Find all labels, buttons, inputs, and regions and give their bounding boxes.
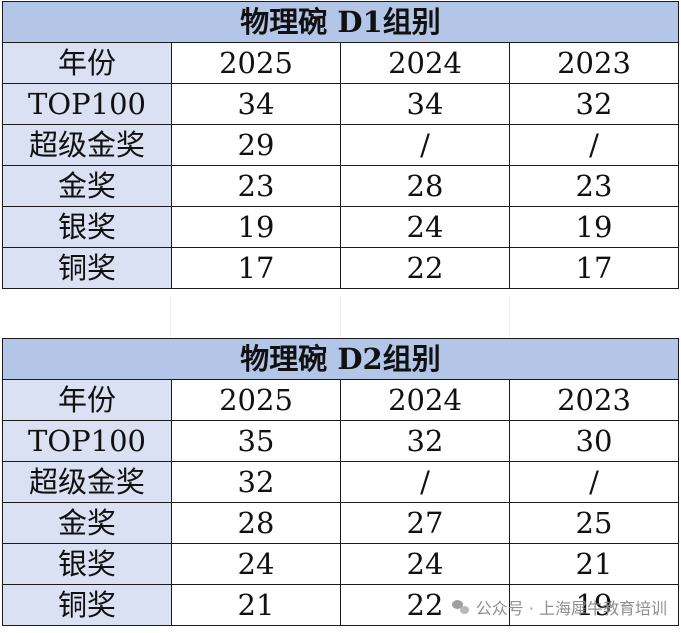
year-cell: 2025 (171, 379, 341, 421)
score-cell: 32 (171, 461, 341, 503)
table-title: 物理碗 D1组别 (2, 1, 679, 43)
header-label: 年份 (2, 379, 172, 421)
row-label: TOP100 (2, 83, 172, 125)
score-cell: 17 (171, 247, 341, 289)
table-row: 铜奖 21 22 19 (2, 584, 679, 626)
score-cell: 28 (171, 502, 341, 544)
year-cell: 2023 (509, 42, 679, 84)
wechat-icon (451, 599, 470, 615)
score-cell: 32 (509, 83, 679, 125)
score-cell: / (509, 124, 679, 166)
score-cell: 27 (340, 502, 510, 544)
table-row: 银奖 24 24 21 (2, 543, 679, 585)
score-cell: 19 (509, 584, 679, 626)
score-cell: 32 (340, 420, 510, 462)
score-cell: 22 (340, 247, 510, 289)
row-label: 超级金奖 (2, 124, 172, 166)
year-cell: 2023 (509, 379, 679, 421)
score-cell: 25 (509, 502, 679, 544)
d2-score-table: 物理碗 D2组别 年份 2025 2024 2023 TOP100 35 32 … (2, 338, 679, 626)
score-cell: 29 (171, 124, 341, 166)
score-cell: 24 (340, 543, 510, 585)
spreadsheet-gap-row (2, 296, 678, 337)
row-label: 银奖 (2, 543, 172, 585)
score-cell: / (340, 124, 510, 166)
row-label: 超级金奖 (2, 461, 172, 503)
score-cell: 19 (509, 206, 679, 248)
table-header-row: 年份 2025 2024 2023 (2, 42, 679, 84)
score-cell: 17 (509, 247, 679, 289)
year-cell: 2025 (171, 42, 341, 84)
table-row: 超级金奖 29 / / (2, 124, 679, 166)
row-label: 银奖 (2, 206, 172, 248)
table-title: 物理碗 D2组别 (2, 338, 679, 380)
score-cell: 23 (509, 165, 679, 207)
table-row: 铜奖 17 22 17 (2, 247, 679, 289)
score-cell: 35 (171, 420, 341, 462)
score-cell: 22 (340, 584, 510, 626)
table-row: TOP100 35 32 30 (2, 420, 679, 462)
row-label: TOP100 (2, 420, 172, 462)
header-label: 年份 (2, 42, 172, 84)
table-row: 超级金奖 32 / / (2, 461, 679, 503)
score-cell: 24 (340, 206, 510, 248)
watermark-text: 公众号 · 上海犀牛教育培训 (475, 599, 667, 618)
table-row: 金奖 23 28 23 (2, 165, 679, 207)
score-cell: 28 (340, 165, 510, 207)
row-label: 铜奖 (2, 584, 172, 626)
table-row: 金奖 28 27 25 (2, 502, 679, 544)
score-cell: / (509, 461, 679, 503)
score-cell: 19 (171, 206, 341, 248)
score-cell: 30 (509, 420, 679, 462)
row-label: 金奖 (2, 165, 172, 207)
score-cell: / (340, 461, 510, 503)
score-cell: 24 (171, 543, 341, 585)
row-label: 金奖 (2, 502, 172, 544)
year-cell: 2024 (340, 42, 510, 84)
score-cell: 34 (340, 83, 510, 125)
score-cell: 21 (509, 543, 679, 585)
table-title-row: 物理碗 D1组别 (2, 1, 679, 43)
table-header-row: 年份 2025 2024 2023 (2, 379, 679, 421)
score-cell: 34 (171, 83, 341, 125)
year-cell: 2024 (340, 379, 510, 421)
d1-score-table: 物理碗 D1组别 年份 2025 2024 2023 TOP100 34 34 … (2, 1, 679, 289)
table-row: TOP100 34 34 32 (2, 83, 679, 125)
score-cell: 21 (171, 584, 341, 626)
row-label: 铜奖 (2, 247, 172, 289)
score-cell: 23 (171, 165, 341, 207)
table-row: 银奖 19 24 19 (2, 206, 679, 248)
table-title-row: 物理碗 D2组别 (2, 338, 679, 380)
watermark: 公众号 · 上海犀牛教育培训 (451, 595, 667, 619)
